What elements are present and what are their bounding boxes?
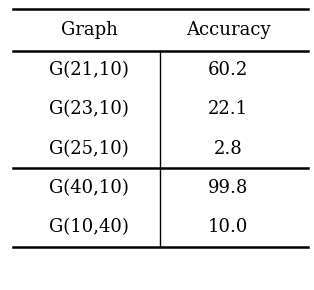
Text: G(23,10): G(23,10) bbox=[49, 100, 129, 119]
Text: G(21,10): G(21,10) bbox=[49, 61, 129, 79]
Text: 2.8: 2.8 bbox=[214, 139, 242, 158]
Text: 60.2: 60.2 bbox=[208, 61, 248, 79]
Text: Accuracy: Accuracy bbox=[186, 21, 270, 39]
Text: Graph: Graph bbox=[61, 21, 118, 39]
Text: 10.0: 10.0 bbox=[208, 218, 248, 236]
Text: 22.1: 22.1 bbox=[208, 100, 248, 119]
Text: G(25,10): G(25,10) bbox=[49, 139, 129, 158]
Text: G(40,10): G(40,10) bbox=[49, 179, 129, 197]
Text: 99.8: 99.8 bbox=[208, 179, 248, 197]
Text: G(10,40): G(10,40) bbox=[49, 218, 129, 236]
